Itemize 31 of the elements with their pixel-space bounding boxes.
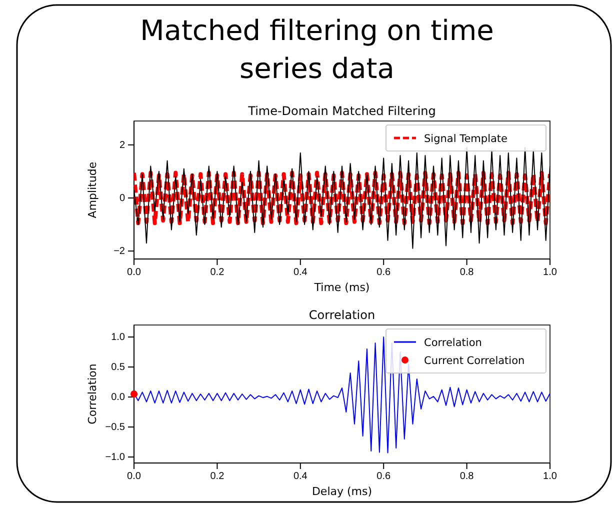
y-tick-label: 0.0 (111, 392, 126, 404)
x-tick-label: 0.0 (127, 471, 142, 482)
x-axis-title: Time (ms) (313, 281, 370, 294)
x-tick-label: 0.4 (293, 471, 308, 482)
chart-title: Correlation (308, 308, 376, 322)
y-axis-title: Correlation (86, 364, 99, 424)
x-tick-label: 0.2 (210, 267, 225, 278)
y-tick-label: −0.5 (105, 422, 126, 434)
line-series (134, 170, 550, 226)
y-tick-label: 1.0 (111, 332, 126, 344)
x-tick-label: 0.6 (376, 471, 391, 482)
x-tick-label: 1.0 (543, 267, 558, 278)
legend-label: Signal Template (424, 133, 508, 145)
x-tick-label: 0.8 (460, 471, 474, 482)
x-tick-label: 0.0 (127, 267, 142, 278)
legend-label: Current Correlation (424, 355, 525, 367)
x-tick-label: 0.2 (210, 471, 225, 482)
y-tick-label: −2 (114, 246, 126, 258)
legend-label: Correlation (424, 337, 482, 349)
x-axis-title: Delay (ms) (312, 485, 372, 498)
x-tick-label: 1.0 (543, 471, 558, 482)
y-tick-label: 0.5 (111, 362, 126, 374)
x-tick-label: 0.6 (376, 267, 391, 278)
x-tick-label: 0.4 (293, 267, 308, 278)
y-tick-label: 0 (119, 193, 126, 204)
y-tick-label: −1.0 (105, 452, 126, 464)
y-tick-label: 2 (119, 140, 126, 152)
chart-subtitle: Time-Domain Matched Filtering (247, 104, 436, 118)
chart-title: Matched filtering on time series data (140, 14, 494, 85)
x-tick-label: 0.8 (460, 267, 474, 278)
y-axis-title: Amplitude (86, 162, 99, 218)
